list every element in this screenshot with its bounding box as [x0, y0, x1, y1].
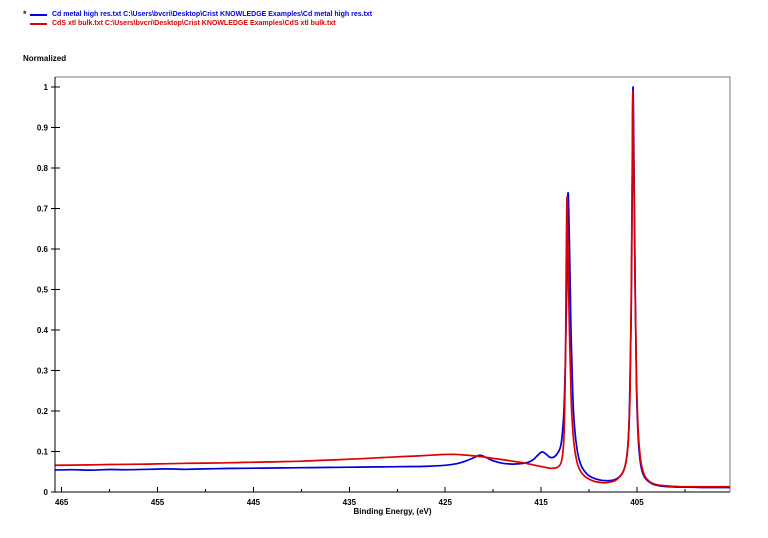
y-tick-label: 0.2: [37, 407, 49, 416]
legend-item-cd-metal: * Cd metal high res.txt C:\Users\bvcri\D…: [23, 10, 372, 19]
plot-frame: [55, 76, 731, 492]
legend-label-cd-metal: Cd metal high res.txt C:\Users\bvcri\Des…: [52, 11, 373, 18]
legend-line-swatch-blue-icon: [30, 13, 47, 16]
legend-item-cds-bulk: CdS xtl bulk.txt C:\Users\bvcri\Desktop\…: [23, 19, 372, 28]
y-tick-label: 1: [44, 83, 49, 92]
y-tick-label: 0.3: [37, 367, 49, 376]
x-axis-title: Binding Energy, (eV): [353, 507, 431, 516]
y-axis-title: Normalized: [23, 54, 67, 63]
x-tick-label: 435: [343, 498, 357, 507]
y-tick-label: 0.8: [37, 164, 49, 173]
y-tick-label: 0.6: [37, 245, 49, 254]
y-tick-label: 0.5: [37, 286, 49, 295]
y-tick-label: 0: [44, 488, 49, 497]
series-line-cds-xtl-bulk: [55, 90, 730, 488]
series-layer: [55, 86, 730, 489]
y-tick-label: 0.9: [37, 124, 49, 133]
y-tick-label: 0.1: [37, 448, 49, 457]
axes: [54, 77, 730, 493]
active-trace-marker: *: [23, 9, 27, 19]
legend-line-swatch-red-icon: [30, 22, 47, 25]
axis-ticks: [51, 86, 686, 493]
x-tick-label: 455: [151, 498, 165, 507]
y-tick-label: 0.7: [37, 205, 49, 214]
x-tick-label: 465: [55, 498, 69, 507]
legend: * Cd metal high res.txt C:\Users\bvcri\D…: [23, 10, 372, 28]
legend-label-cds-bulk: CdS xtl bulk.txt C:\Users\bvcri\Desktop\…: [52, 20, 336, 27]
x-tick-label: 445: [247, 498, 261, 507]
y-tick-label: 0.4: [37, 326, 49, 335]
x-tick-label: 415: [534, 498, 548, 507]
x-tick-label: 405: [630, 498, 644, 507]
x-tick-label: 425: [439, 498, 453, 507]
